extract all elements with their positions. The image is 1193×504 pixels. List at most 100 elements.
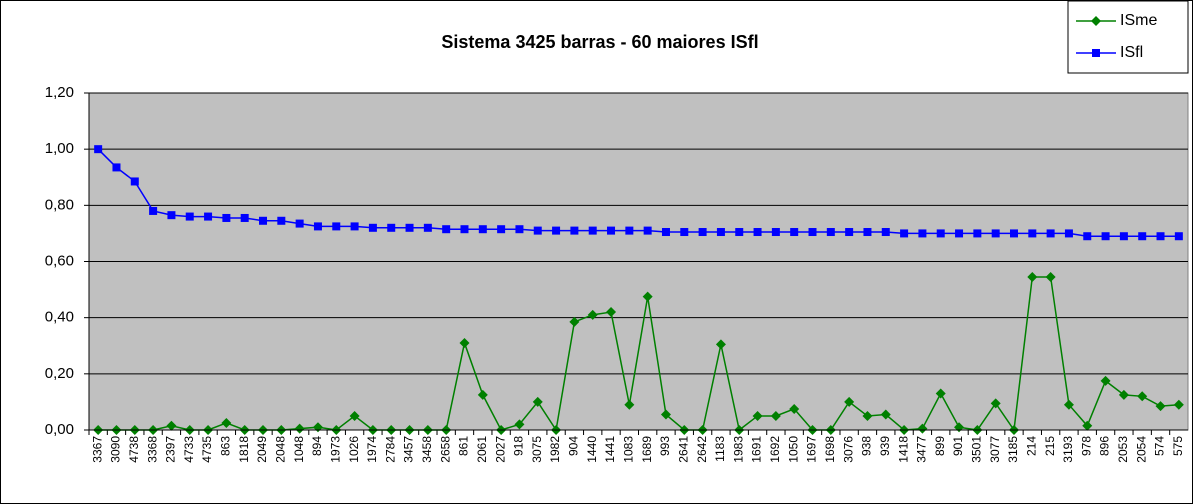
marker (1083, 232, 1092, 241)
marker (332, 222, 341, 231)
x-tick-label: 899 (933, 436, 947, 456)
x-tick-label: 938 (860, 436, 874, 456)
marker (460, 225, 469, 234)
marker (790, 228, 799, 237)
marker (955, 229, 964, 238)
x-tick-label: 3077 (988, 436, 1002, 463)
x-tick-label: 3501 (970, 436, 984, 463)
x-tick-label: 3075 (530, 436, 544, 463)
marker (1156, 232, 1165, 241)
marker (294, 423, 305, 434)
marker (259, 216, 268, 225)
marker (991, 229, 1000, 238)
y-tick-label: 0,20 (45, 365, 74, 382)
marker (715, 339, 726, 350)
x-tick-label: 2061 (475, 436, 489, 463)
marker (900, 229, 909, 238)
x-tick-label: 1974 (365, 436, 379, 463)
y-tick-label: 0,40 (45, 309, 74, 326)
marker (588, 226, 597, 235)
marker (295, 219, 304, 228)
marker (606, 307, 617, 318)
marker (1063, 399, 1074, 410)
marker (661, 228, 670, 237)
marker (753, 228, 762, 237)
x-tick-label: 574 (1153, 436, 1167, 456)
marker (862, 410, 873, 421)
marker (112, 163, 121, 172)
marker (477, 389, 488, 400)
marker (277, 216, 286, 225)
marker (881, 228, 890, 237)
marker (752, 410, 763, 421)
x-tick-label: 978 (1079, 436, 1093, 456)
x-tick-label: 896 (1098, 436, 1112, 456)
marker (789, 403, 800, 414)
marker (845, 228, 854, 237)
marker (1045, 271, 1056, 282)
x-tick-label: 1691 (750, 436, 764, 463)
x-tick-label: 2048 (273, 436, 287, 463)
x-tick-label: 214 (1024, 436, 1038, 456)
x-tick-label: 2049 (255, 436, 269, 463)
marker (935, 388, 946, 399)
marker (1137, 391, 1148, 402)
x-tick-label: 993 (658, 436, 672, 456)
marker (973, 229, 982, 238)
x-tick-label: 3193 (1061, 436, 1075, 463)
marker (442, 225, 451, 234)
x-tick-label: 575 (1171, 436, 1185, 456)
x-tick-label: 2658 (438, 436, 452, 463)
marker (1027, 271, 1038, 282)
marker (222, 213, 231, 222)
x-tick-label: 863 (219, 436, 233, 456)
marker (497, 225, 506, 234)
marker (844, 396, 855, 407)
marker (533, 226, 542, 235)
x-tick-label: 1692 (768, 436, 782, 463)
marker (936, 229, 945, 238)
x-tick-label: 2397 (164, 436, 178, 463)
x-tick-label: 1983 (731, 436, 745, 463)
y-tick-label: 0,80 (45, 196, 74, 213)
x-tick-label: 4733 (182, 436, 196, 463)
marker (1119, 232, 1128, 241)
marker (770, 410, 781, 421)
x-tick-label: 1418 (896, 436, 910, 463)
marker (1046, 229, 1055, 238)
marker (880, 409, 891, 420)
marker (569, 316, 580, 327)
x-tick-label: 2784 (383, 436, 397, 463)
x-tick-label: 2641 (676, 436, 690, 463)
marker (478, 225, 487, 234)
marker (368, 223, 377, 232)
marker (1009, 229, 1018, 238)
x-tick-label: 1050 (786, 436, 800, 463)
x-tick-label: 4738 (127, 436, 141, 463)
y-tick-label: 1,20 (45, 84, 74, 101)
x-tick-label: 904 (567, 436, 581, 456)
marker (349, 410, 360, 421)
marker (514, 419, 525, 430)
y-tick-label: 1,00 (45, 140, 74, 157)
marker (918, 229, 927, 238)
y-tick-label: 0,60 (45, 252, 74, 269)
marker (552, 226, 561, 235)
marker (587, 309, 598, 320)
marker (204, 212, 213, 221)
x-tick-label: 861 (457, 436, 471, 456)
marker (680, 228, 689, 237)
x-tick-label: 1698 (823, 436, 837, 463)
x-tick-label: 2642 (695, 436, 709, 463)
x-tick-label: 901 (951, 436, 965, 456)
marker (716, 228, 725, 237)
marker (94, 145, 103, 154)
marker (643, 226, 652, 235)
marker (826, 228, 835, 237)
marker (1091, 16, 1101, 26)
marker (1028, 229, 1037, 238)
marker (240, 213, 249, 222)
marker (387, 223, 396, 232)
marker (771, 228, 780, 237)
